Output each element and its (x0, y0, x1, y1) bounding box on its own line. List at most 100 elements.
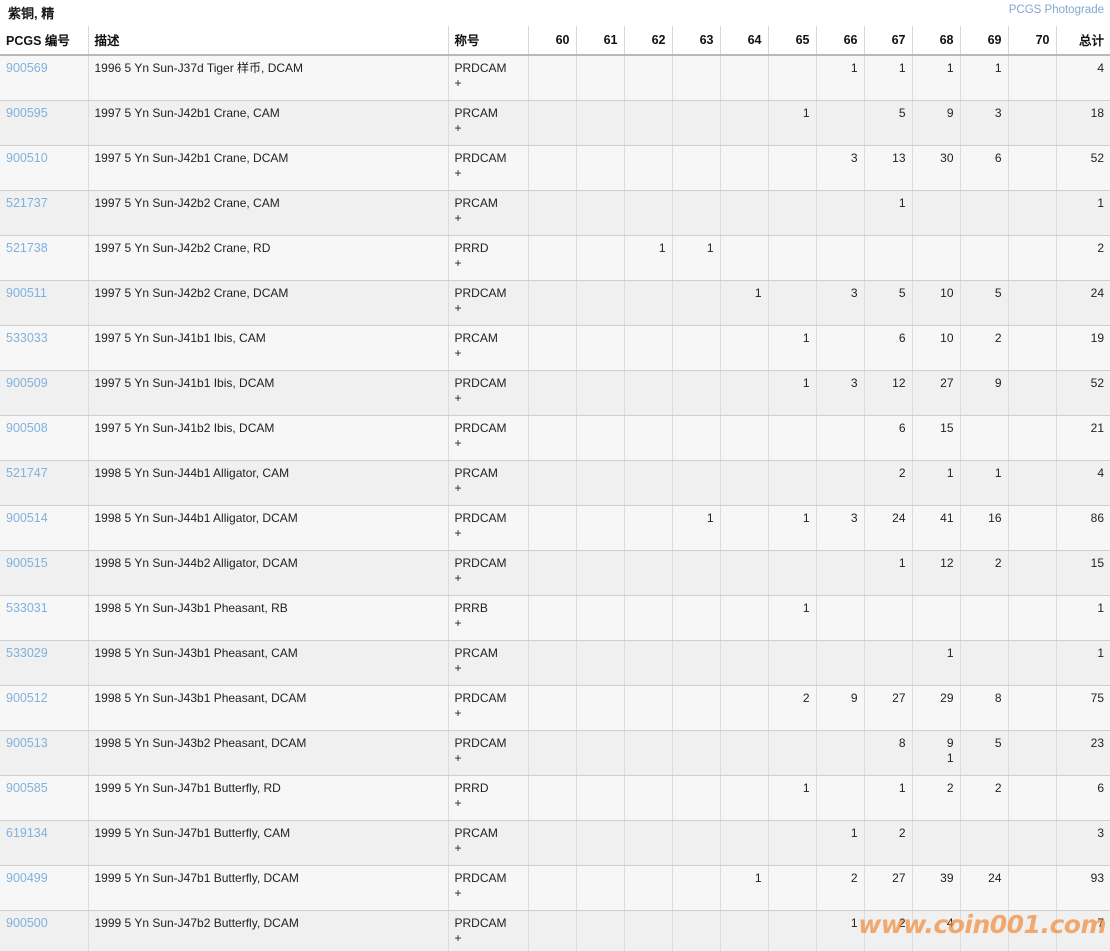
cell-grade-65 (768, 460, 817, 506)
table-row[interactable]: 900513 1998 5 Yn Sun-J43b2 Pheasant, DCAM… (0, 730, 1110, 776)
cell-designation: PRRD + (448, 235, 529, 281)
column-header-g64[interactable]: 64 (720, 26, 769, 56)
table-row[interactable]: 533031 1998 5 Yn Sun-J43b1 Pheasant, RB PR… (0, 595, 1110, 641)
cell-description: 1997 5 Yn Sun-J41b2 Ibis, DCAM (88, 415, 449, 461)
column-header-g68[interactable]: 68 (912, 26, 961, 56)
table-row[interactable]: 521738 1997 5 Yn Sun-J42b2 Crane, RD PRRD … (0, 235, 1110, 281)
pcgs-number-link[interactable]: 900499 (6, 870, 48, 885)
cell-grade-66: 3 (816, 505, 865, 551)
table-row[interactable]: 900499 1999 5 Yn Sun-J47b1 Butterfly, DCA… (0, 865, 1110, 911)
column-header-g69[interactable]: 69 (960, 26, 1009, 56)
pcgs-number-link[interactable]: 900585 (6, 780, 48, 795)
cell-grade-60 (528, 730, 577, 776)
cell-grade-69 (960, 820, 1009, 866)
table-row[interactable]: 900515 1998 5 Yn Sun-J44b2 Alligator, DCA… (0, 550, 1110, 596)
cell-grade-70 (1008, 415, 1057, 461)
table-row[interactable]: 900508 1997 5 Yn Sun-J41b2 Ibis, DCAM PRDC… (0, 415, 1110, 461)
pcgs-number-link[interactable]: 900512 (6, 690, 48, 705)
cell-grade-64 (720, 55, 769, 101)
table-row[interactable]: 900512 1998 5 Yn Sun-J43b1 Pheasant, DCAM… (0, 685, 1110, 731)
pcgs-number-link[interactable]: 900595 (6, 105, 48, 120)
pcgs-number-link[interactable]: 900508 (6, 420, 48, 435)
cell-grade-61 (576, 370, 625, 416)
column-header-g61[interactable]: 61 (576, 26, 625, 56)
pcgs-number-link[interactable]: 533029 (6, 645, 48, 660)
cell-grade-62 (624, 55, 673, 101)
cell-grade-68: 1 (912, 460, 961, 506)
cell-grade-67: 2 (864, 910, 913, 951)
pcgs-number-link[interactable]: 619134 (6, 825, 48, 840)
column-header-g65[interactable]: 65 (768, 26, 817, 56)
cell-grade-64 (720, 370, 769, 416)
cell-grade-64 (720, 100, 769, 146)
column-header-g67[interactable]: 67 (864, 26, 913, 56)
pcgs-number-link[interactable]: 533033 (6, 330, 48, 345)
column-header-g70[interactable]: 70 (1008, 26, 1057, 56)
pcgs-number-link[interactable]: 900511 (6, 285, 47, 300)
cell-grade-65: 1 (768, 325, 817, 371)
cell-total: 15 (1056, 550, 1110, 596)
cell-description: 1997 5 Yn Sun-J41b1 Ibis, DCAM (88, 370, 449, 416)
pcgs-number-link[interactable]: 521747 (6, 465, 48, 480)
column-header-total[interactable]: 总计 (1056, 26, 1110, 56)
column-header-id[interactable]: PCGS 编号 (0, 26, 89, 56)
cell-grade-61 (576, 685, 625, 731)
pcgs-number-link[interactable]: 900514 (6, 510, 48, 525)
cell-description: 1999 5 Yn Sun-J47b2 Butterfly, DCAM (88, 910, 449, 951)
table-row[interactable]: 619134 1999 5 Yn Sun-J47b1 Butterfly, CAM… (0, 820, 1110, 866)
cell-grade-62 (624, 280, 673, 326)
cell-grade-63 (672, 910, 721, 951)
cell-grade-60 (528, 190, 577, 236)
pcgs-photograde-link[interactable]: PCGS Photograde (1008, 4, 1104, 16)
table-row[interactable]: 533033 1997 5 Yn Sun-J41b1 Ibis, CAM PRCAM… (0, 325, 1110, 371)
table-row[interactable]: 900569 1996 5 Yn Sun-J37d Tiger 样币, DCAM P… (0, 55, 1110, 101)
cell-grade-65 (768, 280, 817, 326)
cell-pcgs-number: 533033 (0, 325, 89, 371)
pcgs-number-link[interactable]: 900515 (6, 555, 48, 570)
cell-total: 2 (1056, 235, 1110, 281)
cell-grade-60 (528, 325, 577, 371)
cell-grade-62 (624, 370, 673, 416)
column-header-desig[interactable]: 称号 (448, 26, 529, 56)
cell-pcgs-number: 900585 (0, 775, 89, 821)
cell-description: 1999 5 Yn Sun-J47b1 Butterfly, RD (88, 775, 449, 821)
table-row[interactable]: 900595 1997 5 Yn Sun-J42b1 Crane, CAM PRCA… (0, 100, 1110, 146)
pcgs-number-link[interactable]: 900510 (6, 150, 48, 165)
cell-total: 7 (1056, 910, 1110, 951)
table-row[interactable]: 900500 1999 5 Yn Sun-J47b2 Butterfly, DCA… (0, 910, 1110, 951)
column-header-desc[interactable]: 描述 (88, 26, 449, 56)
cell-pcgs-number: 900509 (0, 370, 89, 416)
pcgs-number-link[interactable]: 900509 (6, 375, 48, 390)
pcgs-number-link[interactable]: 521738 (6, 240, 48, 255)
cell-grade-62 (624, 100, 673, 146)
table-row[interactable]: 900511 1997 5 Yn Sun-J42b2 Crane, DCAM PRD… (0, 280, 1110, 326)
cell-description: 1999 5 Yn Sun-J47b1 Butterfly, CAM (88, 820, 449, 866)
column-header-g60[interactable]: 60 (528, 26, 577, 56)
cell-description: 1999 5 Yn Sun-J47b1 Butterfly, DCAM (88, 865, 449, 911)
table-row[interactable]: 900509 1997 5 Yn Sun-J41b1 Ibis, DCAM PRDC… (0, 370, 1110, 416)
cell-total: 75 (1056, 685, 1110, 731)
cell-grade-60 (528, 550, 577, 596)
table-row[interactable]: 900514 1998 5 Yn Sun-J44b1 Alligator, DCA… (0, 505, 1110, 551)
cell-grade-65 (768, 640, 817, 686)
table-row[interactable]: 521737 1997 5 Yn Sun-J42b2 Crane, CAM PRCA… (0, 190, 1110, 236)
pcgs-number-link[interactable]: 900500 (6, 915, 48, 930)
cell-grade-70 (1008, 910, 1057, 951)
pcgs-number-link[interactable]: 900513 (6, 735, 48, 750)
cell-grade-70 (1008, 325, 1057, 371)
table-row[interactable]: 900585 1999 5 Yn Sun-J47b1 Butterfly, RD P… (0, 775, 1110, 821)
table-row[interactable]: 900510 1997 5 Yn Sun-J42b1 Crane, DCAM PRD… (0, 145, 1110, 191)
cell-description: 1998 5 Yn Sun-J43b1 Pheasant, DCAM (88, 685, 449, 731)
cell-designation: PRDCAM + (448, 415, 529, 461)
table-row[interactable]: 521747 1998 5 Yn Sun-J44b1 Alligator, CAM… (0, 460, 1110, 506)
pcgs-number-link[interactable]: 533031 (6, 600, 48, 615)
table-row[interactable]: 533029 1998 5 Yn Sun-J43b1 Pheasant, CAM P… (0, 640, 1110, 686)
pcgs-number-link[interactable]: 900569 (6, 61, 48, 75)
cell-grade-63 (672, 415, 721, 461)
pcgs-number-link[interactable]: 521737 (6, 195, 48, 210)
column-header-g63[interactable]: 63 (672, 26, 721, 56)
column-header-g62[interactable]: 62 (624, 26, 673, 56)
cell-grade-65 (768, 235, 817, 281)
cell-grade-61 (576, 595, 625, 641)
column-header-g66[interactable]: 66 (816, 26, 865, 56)
